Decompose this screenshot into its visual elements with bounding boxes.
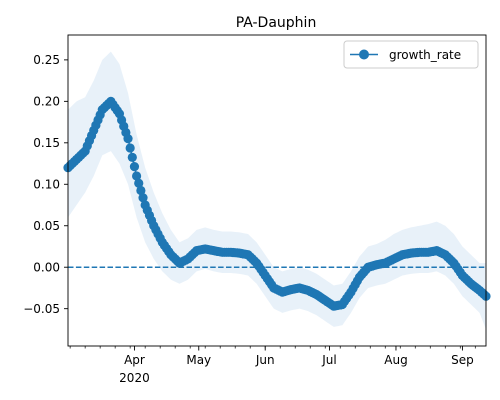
plot-area	[63, 51, 491, 330]
y-tick-label: 0.00	[33, 261, 60, 275]
y-tick-label: −0.05	[23, 302, 60, 316]
data-point	[123, 134, 133, 144]
y-tick-label: 0.15	[33, 136, 60, 150]
legend-frame	[343, 40, 479, 69]
data-point	[131, 171, 142, 181]
x-year-label: 2020	[119, 371, 150, 385]
x-tick-label: Jul	[321, 353, 336, 367]
data-point	[136, 185, 146, 196]
data-point	[134, 178, 144, 188]
x-tick-label: Jun	[255, 353, 275, 367]
legend-entry-growth-rate: growth_rate	[389, 48, 461, 62]
data-point	[125, 143, 135, 153]
chart-title: PA-Dauphin	[236, 15, 317, 31]
legend: growth_rate	[343, 40, 479, 69]
x-tick-label: Aug	[384, 353, 407, 367]
data-point	[129, 162, 140, 172]
y-tick-label: 0.25	[33, 53, 60, 67]
data-point	[138, 193, 148, 203]
y-tick-label: 0.10	[33, 178, 60, 192]
x-tick-label: May	[186, 353, 211, 367]
axes: −0.05 0.00 0.05 0.10 0.15 0.20 0.25 Apr May Jun Ju…	[23, 34, 487, 385]
plot-frame	[67, 34, 487, 347]
x-tick-label: Sep	[451, 353, 474, 367]
y-tick-label: 0.20	[33, 95, 60, 109]
data-point	[127, 152, 137, 162]
legend-marker-swatch	[359, 49, 369, 60]
y-tick-label: 0.05	[33, 219, 60, 233]
x-tick-label: Apr	[124, 353, 145, 367]
